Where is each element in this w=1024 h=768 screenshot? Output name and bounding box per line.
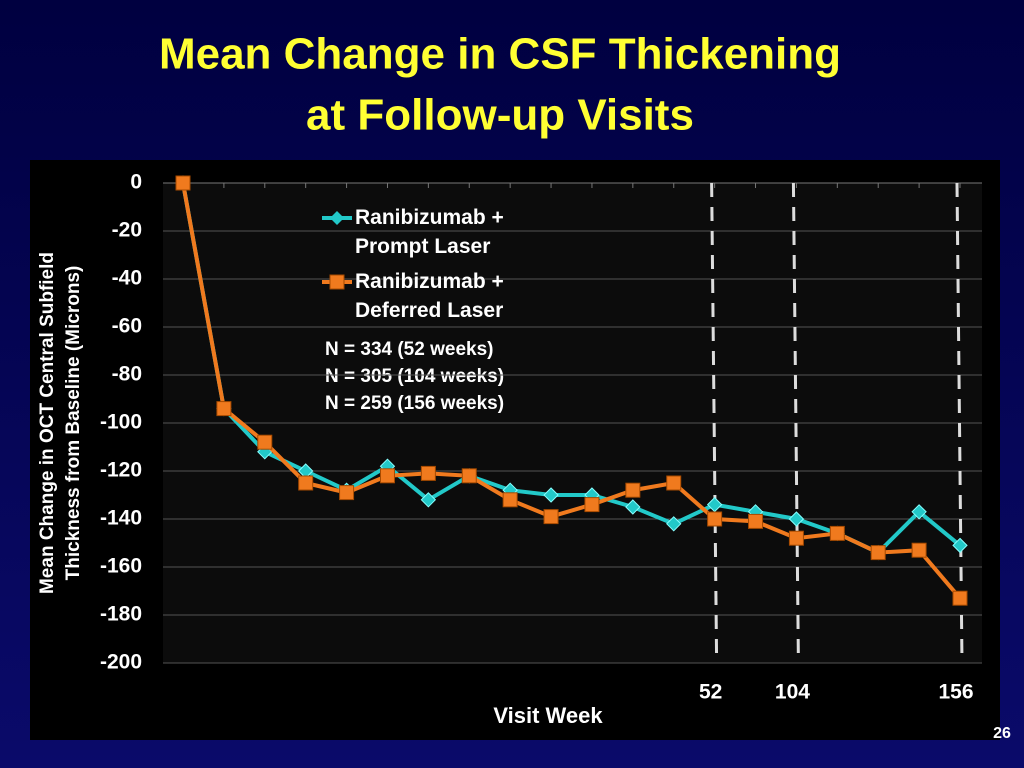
chart-title: at Follow-up Visits xyxy=(306,91,694,140)
x-axis-label: Visit Week xyxy=(493,703,603,728)
marker xyxy=(216,401,232,417)
marker xyxy=(625,499,641,515)
annotation: N = 334 (52 weeks) xyxy=(325,339,493,360)
marker xyxy=(584,497,600,513)
x-tick-label: 52 xyxy=(699,681,722,704)
y-tick-label: -200 xyxy=(100,651,142,674)
marker xyxy=(952,537,968,554)
y-tick-label: -140 xyxy=(100,507,142,530)
marker xyxy=(502,492,518,508)
marker xyxy=(379,468,395,484)
marker xyxy=(339,485,355,501)
page-number: 26 xyxy=(993,725,1011,742)
y-tick-label: -60 xyxy=(112,315,142,338)
x-tick-label: 104 xyxy=(775,681,810,704)
marker xyxy=(666,475,682,491)
marker xyxy=(257,434,273,450)
marker xyxy=(298,475,314,491)
marker xyxy=(788,530,804,546)
y-axis-label: Mean Change in OCT Central Subfield xyxy=(37,252,58,594)
marker xyxy=(420,465,436,481)
legend-label: Ranibizumab + Prompt Laser xyxy=(355,206,504,258)
marker xyxy=(829,525,845,541)
y-tick-label: -120 xyxy=(100,459,142,482)
y-axis-label: Thickness from Baseline (Microns) xyxy=(63,266,84,581)
marker xyxy=(911,542,927,558)
period-divider xyxy=(710,182,719,664)
y-tick-label: -20 xyxy=(112,219,142,242)
marker xyxy=(420,492,437,508)
marker xyxy=(748,513,764,529)
marker xyxy=(625,482,641,498)
marker xyxy=(543,487,559,503)
period-divider xyxy=(955,182,964,664)
marker xyxy=(952,590,968,606)
marker xyxy=(175,175,191,191)
period-divider xyxy=(791,182,800,664)
marker xyxy=(543,509,559,525)
y-tick-label: -80 xyxy=(112,363,142,386)
y-tick-label: -180 xyxy=(100,603,142,626)
marker xyxy=(870,545,886,561)
marker xyxy=(666,516,682,532)
legend-marker xyxy=(330,211,344,225)
marker xyxy=(911,504,927,520)
legend-label: Ranibizumab + Deferred Laser xyxy=(355,270,504,322)
y-tick-label: -100 xyxy=(100,411,142,434)
marker xyxy=(707,511,723,527)
y-tick-label: -160 xyxy=(100,555,142,578)
annotation: N = 305 (104 weeks) xyxy=(325,366,504,387)
marker xyxy=(461,468,477,484)
x-tick-label: 156 xyxy=(938,681,973,704)
legend-marker xyxy=(329,274,345,290)
annotation: N = 259 (156 weeks) xyxy=(325,393,504,414)
chart-title: Mean Change in CSF Thickening xyxy=(159,30,841,79)
y-tick-label: 0 xyxy=(130,171,142,194)
y-tick-label: -40 xyxy=(112,267,142,290)
marker xyxy=(788,511,805,527)
